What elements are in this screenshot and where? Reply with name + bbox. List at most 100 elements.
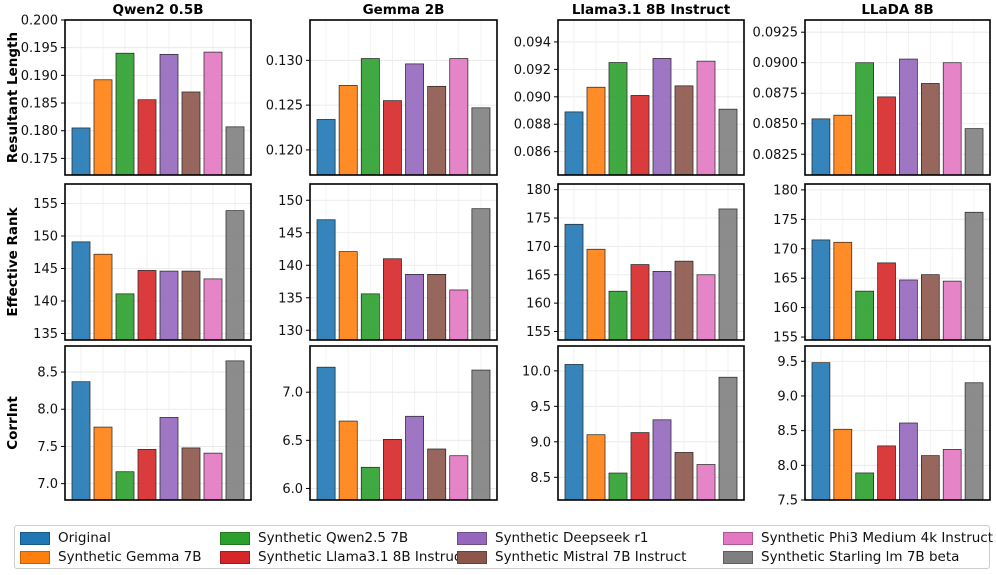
bar bbox=[564, 223, 584, 341]
chart-figure: 0.175 0.180 0.185 0.190 0.195 0.200 Qwen2 0.5B… bbox=[5, 2, 991, 509]
y-tick-label: 155 bbox=[33, 197, 58, 212]
axes-frame bbox=[557, 345, 745, 501]
y-tick-label: 0.090 bbox=[514, 90, 551, 105]
y-tick-label: 0.088 bbox=[514, 118, 551, 133]
bar bbox=[137, 270, 157, 341]
bar bbox=[225, 210, 245, 341]
subplot-1-2: 0.120 0.125 0.130 Gemma 2B bbox=[266, 2, 498, 176]
y-tick-label: 8.5 bbox=[777, 424, 798, 439]
axes-frame bbox=[309, 183, 498, 341]
y-tick-label: 8.5 bbox=[530, 471, 551, 486]
legend-item: Synthetic Mistral 7B Instruct bbox=[457, 548, 686, 566]
bar bbox=[115, 293, 135, 341]
legend-swatch bbox=[457, 531, 487, 545]
bar bbox=[652, 271, 672, 341]
y-tick-label: 6.5 bbox=[282, 434, 303, 449]
y-tick-label: 8.0 bbox=[37, 403, 58, 418]
subplot-title: Gemma 2B bbox=[363, 2, 445, 18]
bar bbox=[71, 241, 91, 341]
axes-frame bbox=[64, 183, 252, 341]
subplot-2-2: 130 135 140 145 150 bbox=[278, 183, 498, 341]
bar bbox=[833, 428, 853, 501]
bar bbox=[811, 362, 831, 501]
legend-swatch bbox=[723, 550, 753, 564]
bar bbox=[471, 369, 491, 501]
bar bbox=[877, 96, 896, 176]
bar bbox=[181, 447, 201, 501]
subplot-title: Llama3.1 8B Instruct bbox=[572, 2, 731, 18]
bar bbox=[316, 119, 336, 176]
bar bbox=[137, 99, 157, 176]
axes-frame bbox=[557, 19, 745, 176]
subplot-3-3: 8.5 9.0 9.5 10.0 bbox=[522, 345, 745, 501]
y-tick-label: 160 bbox=[773, 301, 798, 316]
legend-item: Synthetic Starling lm 7B beta bbox=[723, 548, 959, 566]
subplot-3-2: 6.0 6.5 7.0 bbox=[282, 345, 498, 501]
subplot-1-3: 0.086 0.088 0.090 0.092 0.094 Llama3.1 8B Ins… bbox=[514, 2, 745, 176]
y-tick-label: 9.0 bbox=[530, 435, 551, 450]
bar bbox=[181, 270, 201, 341]
bar bbox=[181, 91, 201, 176]
bar bbox=[383, 100, 402, 176]
bar bbox=[383, 258, 402, 341]
subplot-2-3: 155 160 165 170 175 180 bbox=[526, 183, 745, 341]
axes-frame bbox=[309, 19, 498, 176]
y-tick-label: 0.0875 bbox=[753, 87, 799, 102]
y-tick-label: 0.190 bbox=[21, 69, 58, 84]
axes-frame bbox=[804, 19, 991, 176]
y-tick-label: 0.0825 bbox=[753, 148, 799, 163]
y-tick-label: 170 bbox=[526, 240, 551, 255]
subplot-title: Qwen2 0.5B bbox=[112, 2, 203, 18]
bar bbox=[630, 432, 650, 501]
axes-frame bbox=[557, 183, 745, 341]
bar bbox=[942, 280, 962, 341]
legend-swatch bbox=[723, 531, 753, 545]
bar bbox=[608, 472, 628, 501]
y-tick-label: 165 bbox=[526, 268, 551, 283]
bar bbox=[71, 381, 91, 501]
legend-swatch bbox=[220, 550, 250, 564]
legend-item: Synthetic Gemma 7B bbox=[20, 548, 202, 566]
axes-frame bbox=[804, 345, 991, 501]
legend-item: Synthetic Deepseek r1 bbox=[457, 529, 649, 547]
bar bbox=[877, 262, 896, 341]
bar bbox=[338, 251, 358, 341]
y-tick-label: 8.5 bbox=[37, 366, 58, 381]
legend-swatch bbox=[20, 531, 50, 545]
bar bbox=[203, 51, 223, 176]
bar bbox=[159, 53, 179, 176]
bar bbox=[93, 79, 113, 176]
bar bbox=[225, 360, 245, 501]
y-tick-label: 165 bbox=[773, 272, 798, 287]
y-axis-label: CorrInt bbox=[5, 396, 21, 450]
bar bbox=[877, 445, 896, 501]
bar bbox=[427, 85, 447, 176]
y-tick-label: 0.0850 bbox=[753, 117, 799, 132]
bar bbox=[855, 472, 875, 501]
bar bbox=[93, 426, 113, 501]
y-tick-label: 160 bbox=[526, 297, 551, 312]
y-tick-label: 180 bbox=[526, 183, 551, 198]
bar bbox=[360, 293, 380, 341]
legend-label: Synthetic Starling lm 7B beta bbox=[761, 549, 960, 565]
bar bbox=[630, 95, 650, 176]
y-tick-label: 170 bbox=[773, 242, 798, 257]
y-tick-label: 180 bbox=[773, 183, 798, 198]
bar bbox=[564, 111, 584, 176]
subplot-1-1: 0.175 0.180 0.185 0.190 0.195 0.200 Qwen2 0.5B… bbox=[5, 2, 252, 176]
y-tick-label: 8.0 bbox=[777, 459, 798, 474]
y-tick-label: 0.185 bbox=[21, 97, 58, 112]
legend-label: Original bbox=[58, 530, 111, 546]
bar bbox=[718, 208, 738, 341]
bar bbox=[833, 114, 853, 176]
y-tick-label: 0.094 bbox=[514, 35, 551, 50]
y-tick-label: 0.0925 bbox=[753, 26, 799, 41]
y-tick-label: 145 bbox=[278, 226, 303, 241]
bar bbox=[652, 58, 672, 176]
axes-frame bbox=[804, 183, 991, 341]
bar bbox=[718, 376, 738, 501]
bar bbox=[899, 279, 918, 341]
bar bbox=[137, 449, 157, 501]
y-tick-label: 130 bbox=[278, 324, 303, 339]
bar bbox=[855, 290, 875, 341]
